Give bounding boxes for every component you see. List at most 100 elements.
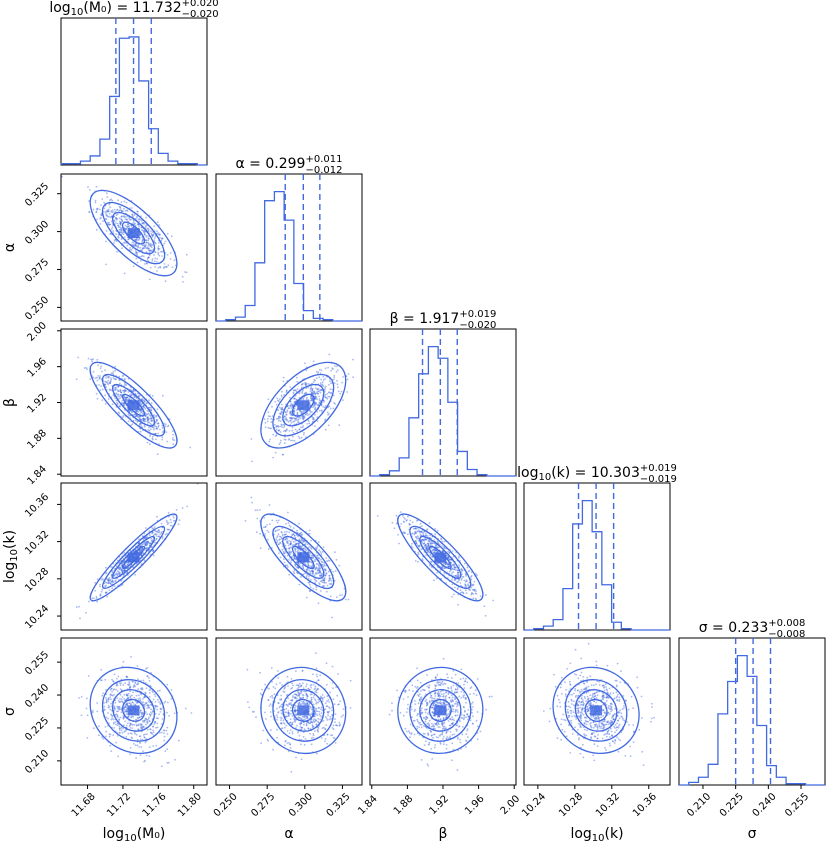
scatter-point — [303, 540, 306, 543]
scatter-point — [116, 213, 119, 216]
scatter-point — [118, 706, 121, 708]
scatter-point — [139, 735, 142, 737]
scatter-point — [141, 244, 144, 247]
scatter-point — [148, 720, 151, 722]
scatter-point — [293, 407, 296, 410]
scatter-point — [317, 569, 320, 572]
scatter-point — [129, 690, 132, 693]
scatter-point — [282, 550, 285, 553]
scatter-point — [163, 701, 166, 704]
scatter-point — [94, 377, 97, 380]
scatter-point — [325, 717, 328, 720]
scatter-point — [317, 679, 319, 682]
scatter-point — [280, 698, 283, 700]
scatter-point — [315, 724, 318, 726]
scatter-point — [130, 224, 133, 227]
scatter-point — [298, 563, 300, 566]
scatter-point — [148, 254, 151, 256]
scatter-point — [291, 534, 293, 537]
scatter-point — [336, 386, 339, 389]
scatter-point — [99, 583, 102, 586]
scatter-point — [281, 453, 284, 456]
scatter-point — [151, 260, 154, 262]
scatter-point — [129, 747, 132, 749]
scatter-point — [284, 429, 287, 432]
scatter-point — [111, 580, 114, 583]
scatter-point — [135, 251, 138, 254]
scatter-point — [284, 533, 286, 536]
scatter-point — [465, 586, 468, 588]
scatter-point — [282, 376, 285, 379]
scatter-point — [259, 509, 261, 511]
scatter-point — [128, 681, 131, 683]
scatter-point — [304, 703, 307, 706]
scatter-point — [293, 558, 296, 560]
scatter-point — [270, 421, 273, 423]
scatter-point — [120, 238, 123, 241]
scatter-point — [125, 736, 128, 738]
scatter-point — [128, 725, 131, 727]
scatter-point — [285, 413, 288, 416]
scatter-point — [283, 531, 286, 533]
scatter-point — [459, 589, 462, 592]
scatter-point — [306, 702, 308, 704]
scatter-point — [117, 390, 120, 392]
scatter-point — [152, 549, 155, 552]
scatter-point — [149, 243, 151, 246]
scatter-point — [161, 237, 164, 240]
scatter-point — [164, 700, 167, 703]
scatter-point — [475, 593, 478, 595]
scatter-point — [301, 384, 303, 386]
scatter-point — [423, 539, 426, 542]
scatter-point — [132, 566, 135, 569]
scatter-point — [296, 690, 299, 693]
scatter-point — [426, 542, 429, 545]
scatter-point — [170, 521, 173, 524]
scatter-point — [146, 722, 149, 725]
scatter-point — [126, 396, 129, 398]
scatter-point — [288, 531, 291, 534]
scatter-point — [110, 581, 113, 583]
scatter-point — [319, 580, 322, 583]
scatter-point — [322, 585, 325, 588]
scatter-point — [124, 706, 127, 709]
scatter-point — [137, 723, 140, 726]
scatter-point — [457, 580, 460, 583]
scatter-point — [92, 709, 94, 712]
scatter-point — [166, 748, 169, 751]
scatter-point — [464, 584, 467, 587]
scatter-point — [166, 733, 169, 735]
scatter-point — [316, 391, 318, 394]
scatter-point — [318, 390, 320, 393]
scatter-point — [145, 540, 148, 543]
scatter-point — [120, 210, 123, 213]
scatter-point — [105, 571, 108, 574]
scatter-point — [126, 396, 129, 399]
scatter-point — [427, 550, 429, 552]
scatter-point — [109, 696, 112, 699]
scatter-point — [137, 210, 139, 213]
scatter-point — [149, 249, 152, 252]
scatter-point — [311, 387, 314, 390]
scatter-point — [320, 560, 323, 563]
scatter-point — [303, 728, 306, 731]
scatter-point — [181, 507, 184, 509]
scatter-point — [184, 707, 187, 710]
scatter-point — [121, 570, 124, 573]
scatter-point — [141, 238, 144, 241]
scatter-point — [131, 215, 134, 218]
scatter-point — [276, 736, 278, 739]
scatter-point — [107, 375, 109, 378]
scatter-point — [143, 230, 146, 233]
scatter-point — [320, 706, 323, 709]
scatter-point — [139, 246, 142, 249]
scatter-point — [297, 567, 300, 569]
scatter-point — [281, 537, 283, 539]
scatter-point — [289, 743, 291, 746]
scatter-point — [109, 688, 112, 691]
scatter-point — [319, 574, 321, 576]
scatter-point — [107, 704, 110, 707]
scatter-point — [139, 735, 141, 738]
scatter-point — [453, 565, 456, 568]
scatter-point — [276, 535, 279, 537]
